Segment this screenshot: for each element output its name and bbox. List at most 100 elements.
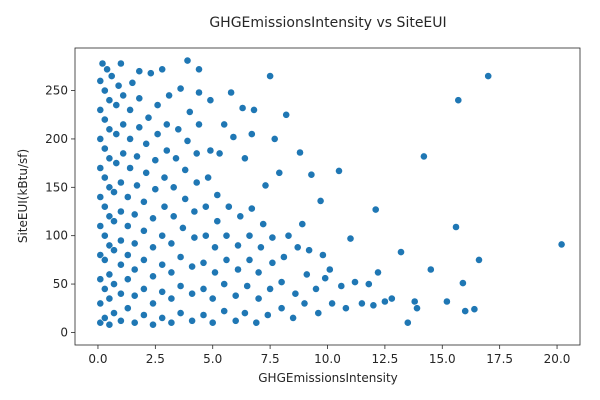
data-point (117, 59, 125, 68)
data-point (158, 260, 167, 269)
data-point (130, 210, 139, 219)
data-point (100, 144, 109, 153)
data-point (199, 311, 208, 319)
data-point (144, 113, 153, 122)
data-point (254, 294, 263, 303)
y-tick-label: 100 (45, 229, 68, 243)
data-point (105, 154, 114, 163)
data-point (452, 223, 460, 231)
data-point (139, 284, 148, 293)
data-point (263, 311, 272, 319)
data-point (176, 282, 185, 290)
data-point (475, 255, 483, 264)
data-point (135, 94, 144, 103)
data-point (557, 240, 566, 249)
data-point (103, 65, 111, 74)
data-point (96, 77, 105, 85)
data-point (133, 181, 141, 190)
x-tick-label: 12.5 (372, 352, 399, 366)
data-point (220, 280, 229, 288)
data-point (337, 282, 346, 290)
data-point (192, 149, 201, 158)
data-point (117, 260, 125, 269)
data-point (325, 265, 334, 274)
data-point (247, 204, 256, 213)
data-point (298, 220, 307, 228)
data-point (105, 183, 114, 192)
data-point (130, 291, 139, 300)
data-point (110, 188, 118, 196)
data-point (117, 316, 125, 325)
data-point (185, 108, 194, 116)
data-point (277, 278, 286, 286)
data-point (158, 313, 167, 322)
data-point (167, 239, 176, 248)
data-point (100, 86, 109, 95)
data-point (100, 255, 109, 264)
data-point (211, 268, 219, 277)
data-point (201, 231, 210, 240)
data-point (169, 212, 178, 221)
data-point (341, 304, 350, 313)
data-point (231, 316, 240, 325)
data-point (284, 231, 293, 240)
y-tick-label: 250 (45, 84, 68, 98)
data-point (135, 123, 144, 132)
data-point (165, 91, 173, 100)
data-point (149, 320, 157, 329)
data-point (351, 278, 359, 286)
data-point (346, 234, 355, 243)
data-point (123, 193, 132, 201)
data-point (110, 217, 118, 226)
data-point (105, 96, 114, 105)
x-axis-ticks: 0.0 2.5 5.0 7.5 10.0 12.5 15.0 17.5 20.0 (88, 345, 570, 366)
data-point (139, 311, 148, 319)
data-point (100, 231, 109, 240)
data-point (96, 106, 105, 114)
data-point (117, 289, 125, 298)
y-tick-label: 0 (60, 325, 68, 339)
y-axis-ticks: 0 50 100 150 200 250 (45, 84, 75, 339)
data-point (112, 130, 121, 138)
data-point (100, 202, 109, 211)
data-point (112, 159, 121, 167)
data-point (123, 222, 132, 230)
data-point (183, 56, 192, 65)
data-point (201, 202, 210, 211)
data-point (245, 231, 254, 240)
data-point (114, 81, 123, 90)
data-point (176, 253, 185, 261)
data-point (126, 164, 135, 172)
data-point (96, 251, 105, 259)
data-point (105, 241, 114, 250)
data-point (293, 243, 302, 252)
data-point (282, 110, 291, 119)
data-point (335, 166, 343, 175)
data-point (195, 88, 203, 97)
data-point (250, 106, 258, 114)
data-point (314, 309, 323, 317)
data-point (142, 168, 151, 177)
data-point (172, 154, 180, 163)
data-point (227, 88, 235, 97)
data-point (277, 304, 286, 313)
data-point (243, 282, 252, 290)
data-point (220, 120, 229, 129)
data-point (213, 217, 222, 226)
data-point (234, 265, 242, 274)
data-point (213, 191, 222, 199)
data-point (96, 164, 105, 172)
data-point (195, 65, 203, 74)
data-point (167, 268, 176, 277)
data-point (119, 149, 128, 158)
data-point (318, 251, 327, 259)
data-point (204, 173, 212, 182)
data-point (458, 279, 467, 287)
data-point (117, 178, 125, 187)
data-point (266, 284, 274, 293)
data-point (149, 272, 157, 281)
data-point (291, 289, 300, 298)
data-point (211, 243, 219, 252)
data-point (410, 297, 419, 306)
